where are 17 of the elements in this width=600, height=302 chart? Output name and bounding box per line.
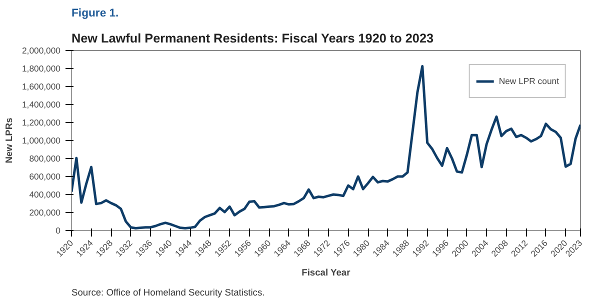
y-tick-label: 600,000: [29, 172, 61, 182]
y-tick-label: 1,600,000: [22, 82, 61, 92]
y-tick-label: 1,200,000: [22, 118, 61, 128]
y-tick-label: 200,000: [29, 208, 61, 218]
y-tick-label: 1,400,000: [22, 100, 61, 110]
x-axis-title: Fiscal Year: [302, 267, 351, 278]
y-tick-label: 1,000,000: [22, 136, 61, 146]
legend-label: New LPR count: [498, 76, 559, 86]
y-axis-title: New LPRs: [4, 118, 14, 164]
y-tick-label: 2,000,000: [22, 46, 61, 56]
y-tick-label: 0: [56, 226, 61, 236]
caption: Figure 1.: [72, 8, 119, 20]
y-tick-label: 400,000: [29, 190, 61, 200]
y-tick-label: 800,000: [29, 154, 61, 164]
y-tick-label: 1,800,000: [22, 64, 61, 74]
chart-title: New Lawful Permanent Residents: Fiscal Years 1920 to 2023: [72, 32, 434, 46]
source-note: Source: Office of Homeland Security Statistics.: [72, 288, 265, 298]
